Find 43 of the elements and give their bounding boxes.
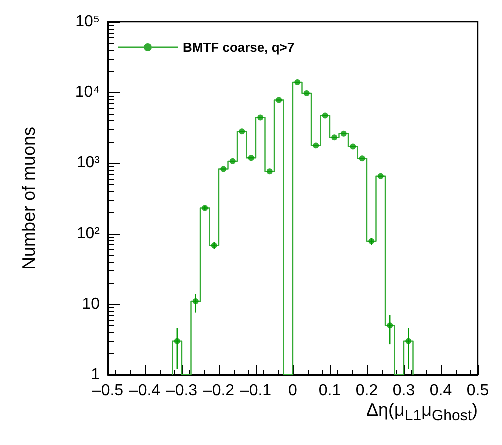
y-axis-title: Number of muons [19,126,39,270]
x-tick-label: –0.2 [203,382,235,400]
point [230,158,236,164]
point [174,338,180,344]
x-tick-label: –0.5 [92,382,124,400]
point [220,166,227,172]
point [192,298,199,304]
point [406,338,412,344]
x-axis-title: Δη(μ$_{L1}$μ$_{Ghost}$) [366,400,478,425]
y-tick-label: 10² [76,225,101,242]
point [359,156,366,162]
point [332,134,338,141]
point [313,142,320,149]
point [266,168,273,175]
x-tick-label: 0.3 [392,382,416,400]
point [239,128,246,135]
y-tick-label: 1 [91,366,100,384]
point [368,238,375,244]
y-tick-label: 10⁴ [75,84,100,102]
point [304,90,310,97]
x-tick-label: 0.4 [430,382,452,400]
x-tick-label: 0.2 [356,382,378,400]
y-tick-label: 10 [82,296,100,313]
x-tick-label: –0.1 [240,382,272,400]
point [211,242,218,249]
x-tick-label: 0 [288,382,298,400]
point [258,114,264,121]
point [378,173,384,180]
point [340,130,347,137]
point [202,205,208,212]
x-tick-label: 0.5 [466,382,490,400]
legend-label: BMTF coarse, q>7 [183,40,295,55]
point [387,322,394,329]
point [294,80,301,86]
point [322,112,328,119]
point [248,155,254,162]
point [350,144,356,150]
x-tick-label: –0.3 [166,382,198,400]
x-tick-label: –0.4 [129,382,161,400]
x-tick-label: 0.1 [318,382,342,400]
y-tick-label: 10³ [76,154,101,172]
point [276,97,282,104]
y-tick-label: 10⁵ [76,14,100,30]
